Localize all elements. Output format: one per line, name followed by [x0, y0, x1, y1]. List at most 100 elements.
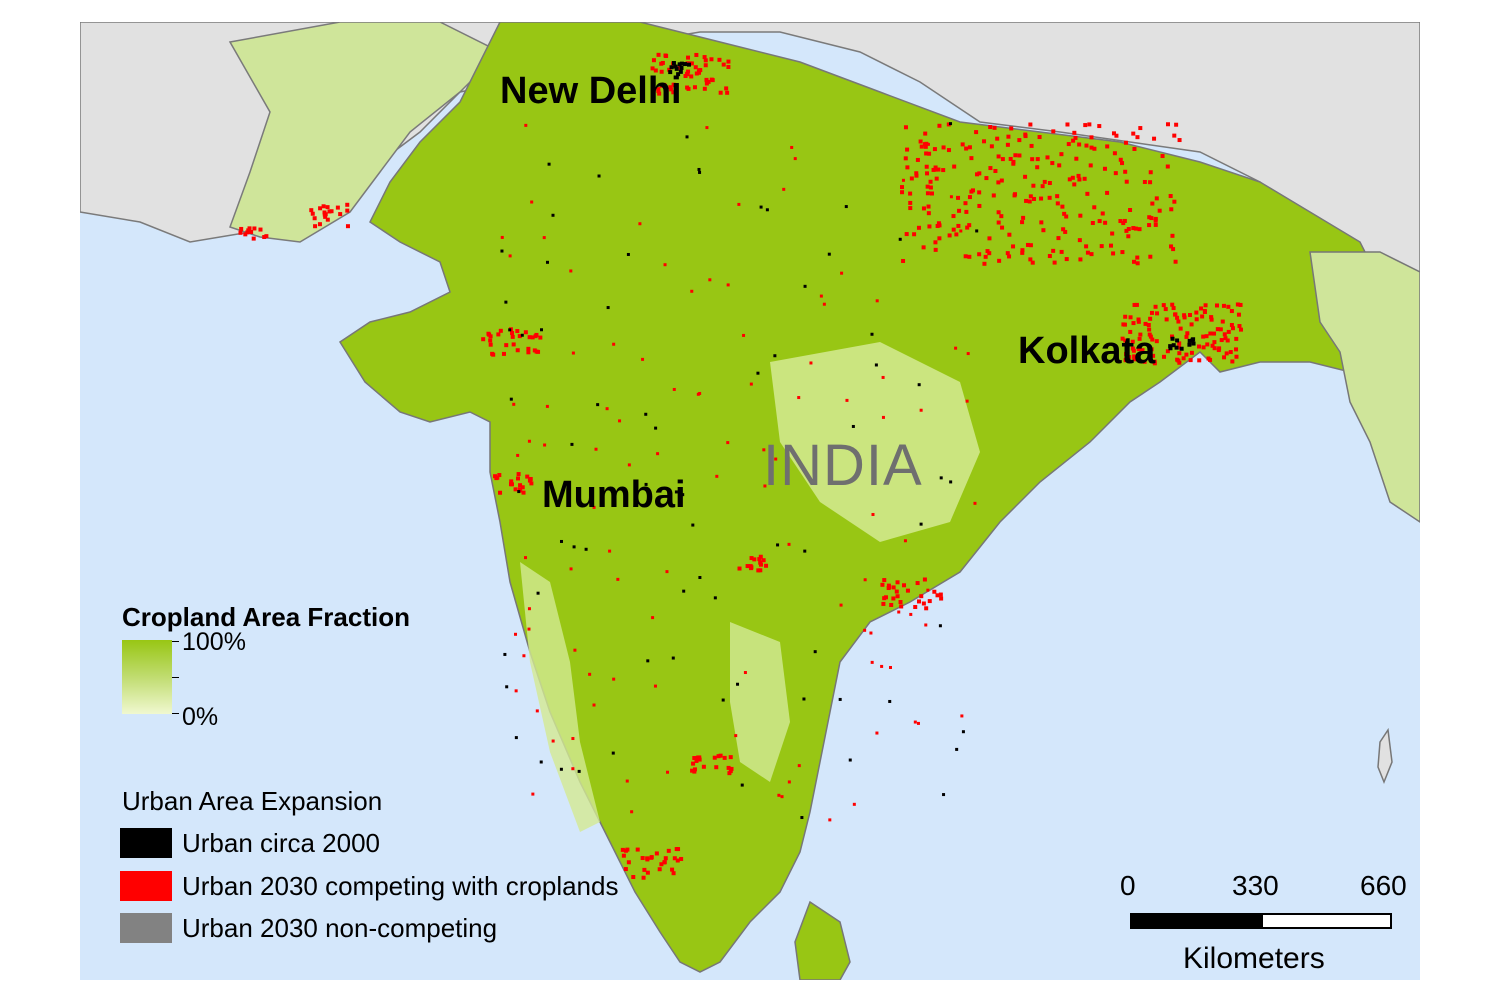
urban-pixel [921, 206, 926, 211]
map-canvas[interactable] [80, 22, 1420, 980]
urban-pixel [915, 581, 920, 586]
urban-pixel [1132, 146, 1137, 151]
urban-pixel [715, 474, 719, 478]
urban-pixel [904, 232, 909, 237]
urban-pixel [497, 473, 502, 478]
urban-pixel [973, 501, 977, 505]
urban-pixel [1172, 133, 1177, 138]
urban-pixel [933, 165, 938, 170]
urban-pixel [869, 631, 873, 635]
urban-pixel [571, 351, 575, 355]
urban-pixel [736, 682, 740, 686]
urban-pixel [1132, 357, 1137, 362]
urban-pixel [903, 125, 908, 130]
urban-pixel [1100, 211, 1105, 216]
urban-pixel [1013, 153, 1018, 158]
urban-pixel [709, 57, 714, 62]
urban-pixel [692, 769, 697, 774]
urban-pixel [1111, 251, 1116, 256]
urban-pixel [1128, 207, 1133, 212]
urban-pixel [1201, 334, 1206, 339]
urban-pixel [504, 343, 509, 348]
low-cropland-central [770, 342, 980, 542]
urban-pixel [703, 58, 708, 63]
urban-pixel [245, 230, 250, 235]
urban-pixel [1009, 126, 1014, 131]
urban-pixel [1099, 244, 1104, 249]
urban-pixel [803, 284, 807, 288]
urban-pixel [919, 594, 924, 599]
urban-pixel [663, 856, 668, 861]
urban-pixel [703, 63, 708, 68]
urban-pixel [997, 258, 1002, 263]
urban-pixel [523, 330, 528, 335]
urban-pixel [641, 875, 646, 880]
urban-pixel [527, 607, 531, 611]
urban-pixel [969, 189, 974, 194]
urban-pixel [1170, 336, 1175, 341]
urban-pixel [572, 545, 576, 549]
urban-pixel [949, 480, 953, 484]
urban-pixel [1120, 336, 1125, 341]
urban-pixel [952, 164, 957, 169]
urban-pixel [913, 605, 918, 610]
urban-pixel [925, 171, 930, 176]
urban-pixel [252, 226, 257, 231]
urban-pixel [1230, 326, 1235, 331]
urban-pixel [1230, 359, 1235, 364]
urban-pixel [787, 780, 791, 784]
urban-pixel [686, 55, 691, 60]
urban-pixel [1181, 356, 1186, 361]
urban-pixel [1177, 341, 1182, 346]
urban-pixel [1189, 322, 1194, 327]
urban-pixel [1218, 327, 1223, 332]
urban-pixel [897, 610, 901, 614]
urban-pixel [1005, 251, 1010, 256]
urban-pixel [676, 847, 681, 852]
urban-pixel [512, 402, 516, 406]
urban-pixel [650, 66, 655, 71]
urban-pixel [1138, 126, 1143, 131]
urban-pixel [511, 342, 516, 347]
urban-pixel [1238, 302, 1243, 307]
urban-pixel [1165, 349, 1170, 354]
urban-pixel [901, 178, 905, 182]
urban-pixel [1169, 244, 1174, 249]
urban-pixel [712, 755, 717, 760]
urban-pixel [1224, 351, 1229, 356]
urban-pixel [725, 90, 730, 95]
urban-pixel [1028, 194, 1033, 199]
urban-pixel [1007, 232, 1012, 237]
urban-pixel [1171, 343, 1176, 348]
urban-pixel [946, 148, 951, 153]
urban-pixel [525, 474, 530, 479]
urban-pixel [996, 180, 1001, 185]
urban-pixel [977, 252, 982, 257]
urban-pixel [852, 802, 856, 806]
map-frame[interactable]: New Delhi Mumbai Kolkata INDIA [80, 22, 1420, 980]
urban-pixel [787, 542, 791, 546]
urban-pixel [926, 204, 931, 209]
urban-pixel [714, 765, 719, 770]
urban-pixel [1234, 354, 1239, 359]
urban-pixel [671, 61, 676, 66]
urban-pixel [1135, 261, 1140, 266]
urban-pixel [517, 334, 522, 339]
urban-pixel [1191, 337, 1196, 342]
urban-pixel [1006, 134, 1011, 139]
andaman-islands [1377, 727, 1393, 785]
urban-pixel [685, 71, 690, 76]
urban-pixel [1000, 225, 1005, 230]
urban-pixel [844, 205, 848, 209]
urban-pixel [1074, 156, 1079, 161]
urban-pixel [612, 342, 616, 346]
urban-pixel [641, 357, 645, 361]
urban-pixel [672, 856, 677, 861]
urban-pixel [309, 208, 314, 213]
urban-pixel [1077, 238, 1082, 243]
urban-pixel [1177, 345, 1182, 350]
urban-pixel [1008, 156, 1013, 161]
urban-pixel [1066, 142, 1071, 147]
urban-pixel [683, 74, 688, 79]
urban-pixel [903, 156, 908, 161]
